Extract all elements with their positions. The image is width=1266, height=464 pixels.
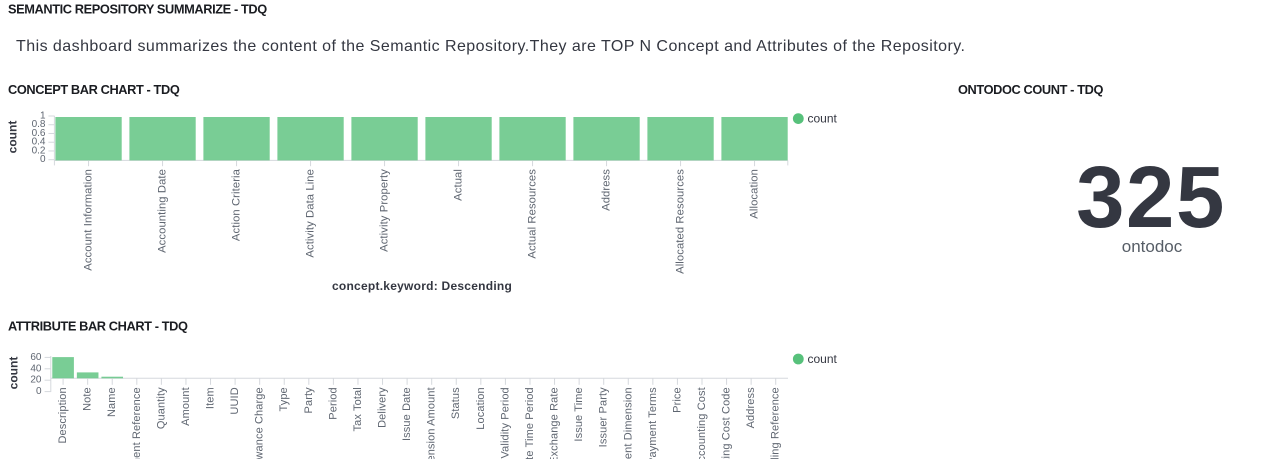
svg-text:SEMANTIC REPOSITORY SUMMARIZE: SEMANTIC REPOSITORY SUMMARIZE - TDQ <box>8 2 267 17</box>
svg-text:Period: Period <box>327 387 339 420</box>
svg-text:count: count <box>5 121 19 154</box>
svg-text:Allocation: Allocation <box>749 169 761 219</box>
svg-text:Amount: Amount <box>180 387 192 426</box>
svg-text:Note: Note <box>82 387 94 411</box>
svg-text:Account Information: Account Information <box>83 169 95 271</box>
svg-text:Allowance Charge: Allowance Charge <box>254 387 266 459</box>
svg-text:0.6: 0.6 <box>32 128 46 139</box>
svg-text:Tax Total: Tax Total <box>352 387 364 431</box>
svg-text:0: 0 <box>36 386 42 397</box>
svg-text:Extension Amount: Extension Amount <box>426 387 438 459</box>
svg-text:count: count <box>7 357 21 390</box>
svg-text:Accounting Cost Code: Accounting Cost Code <box>721 387 733 459</box>
svg-text:Actual Resources: Actual Resources <box>527 169 539 259</box>
svg-text:Billing Reference: Billing Reference <box>770 387 782 459</box>
svg-text:Activity Data Line: Activity Data Line <box>305 169 317 258</box>
svg-text:Address: Address <box>745 387 757 429</box>
svg-text:CONCEPT BAR CHART - TDQ: CONCEPT BAR CHART - TDQ <box>8 82 180 97</box>
svg-text:Description: Description <box>57 387 69 443</box>
svg-text:0: 0 <box>40 154 46 165</box>
svg-text:Date Time Period: Date Time Period <box>524 387 536 459</box>
svg-text:Location: Location <box>475 387 487 430</box>
svg-text:ATTRIBUTE BAR CHART - TDQ: ATTRIBUTE BAR CHART - TDQ <box>8 318 188 333</box>
svg-text:Issuer Party: Issuer Party <box>598 387 610 448</box>
svg-text:UUID: UUID <box>229 387 241 414</box>
svg-text:Document Reference: Document Reference <box>131 387 143 459</box>
svg-text:0.2: 0.2 <box>32 145 46 156</box>
svg-text:Exchange Rate: Exchange Rate <box>549 387 561 459</box>
svg-text:count: count <box>808 352 838 366</box>
svg-text:Type: Type <box>278 387 290 411</box>
svg-text:Address: Address <box>601 169 613 211</box>
svg-text:Price: Price <box>671 387 683 413</box>
svg-text:Name: Name <box>106 387 118 417</box>
svg-text:Delivery: Delivery <box>377 387 389 428</box>
svg-text:count: count <box>808 112 838 126</box>
svg-text:Actual: Actual <box>453 169 465 201</box>
svg-text:0.4: 0.4 <box>32 137 46 148</box>
svg-text:ontodoc: ontodoc <box>1122 237 1183 256</box>
svg-text:Action Criteria: Action Criteria <box>231 168 243 241</box>
svg-text:Issue Date: Issue Date <box>401 387 413 441</box>
svg-text:Document Dimension: Document Dimension <box>622 387 634 459</box>
svg-text:Item: Item <box>205 387 217 409</box>
svg-text:Status: Status <box>450 387 462 419</box>
svg-text:325: 325 <box>1076 149 1226 246</box>
svg-text:Activity Property: Activity Property <box>379 169 391 252</box>
svg-text:Validity Period: Validity Period <box>499 387 511 458</box>
svg-text:Issue Time: Issue Time <box>573 387 585 441</box>
svg-text:Quantity: Quantity <box>155 387 167 429</box>
svg-text:concept.keyword: Descending: concept.keyword: Descending <box>332 279 512 293</box>
svg-text:1: 1 <box>40 111 46 122</box>
svg-text:Accounting Date: Accounting Date <box>157 169 169 253</box>
svg-text:20: 20 <box>30 375 42 386</box>
svg-text:Accounting Cost: Accounting Cost <box>696 387 708 459</box>
svg-text:ONTODOC COUNT - TDQ: ONTODOC COUNT - TDQ <box>958 82 1103 97</box>
svg-text:This dashboard summarizes the: This dashboard summarizes the content of… <box>16 38 965 55</box>
svg-text:40: 40 <box>30 363 42 374</box>
svg-text:Payment Terms: Payment Terms <box>647 387 659 459</box>
svg-text:60: 60 <box>30 352 42 363</box>
svg-text:0.8: 0.8 <box>32 119 46 130</box>
svg-text:Allocated Resources: Allocated Resources <box>675 169 687 274</box>
svg-text:Party: Party <box>303 387 315 414</box>
